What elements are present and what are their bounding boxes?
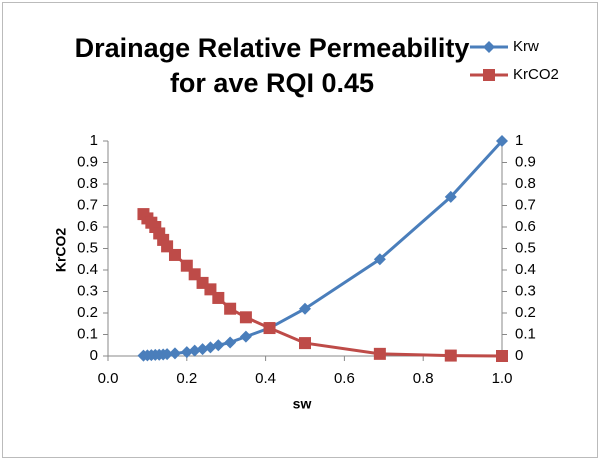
chart-frame [2,2,598,458]
marker [483,69,495,81]
y-axis-title: KrCO2 [53,228,69,273]
marker [188,344,201,357]
x-axis-title: sw [293,396,312,412]
chart-title: Drainage Relative Permeability [75,33,470,63]
y2-tick-label: 0.4 [515,261,536,278]
y2-tick-label: 0.1 [515,325,536,342]
marker [224,302,237,315]
x-tick-label: 0.4 [255,370,276,387]
y2-tick-label: 0.8 [515,175,536,192]
marker [180,346,193,359]
y-tick-label: 0.7 [77,196,98,213]
x-tick-label: 1.0 [492,370,513,387]
marker [496,350,508,362]
legend-label: KrCO2 [513,66,559,83]
marker [483,41,495,53]
marker [212,291,225,304]
y2-tick-label: 0.5 [515,239,536,256]
y2-tick-label: 0.3 [515,282,536,299]
y-tick-label: 1 [90,132,98,149]
x-tick-label: 0.8 [413,370,434,387]
marker [168,248,181,261]
marker [161,348,174,361]
marker [168,347,181,360]
marker [299,337,311,350]
y-tick-label: 0.9 [77,153,98,170]
marker [239,311,252,324]
x-tick-label: 0.0 [98,370,119,387]
legend-label: Krw [513,38,539,55]
y2-tick-label: 0 [515,347,523,364]
y-tick-label: 0.4 [77,261,98,278]
y-tick-label: 0.3 [77,282,98,299]
y-tick-label: 0.8 [77,175,98,192]
marker [444,190,457,203]
y-tick-label: 0.2 [77,304,98,321]
marker [373,253,386,266]
chart-subtitle: for ave RQI 0.45 [170,68,374,98]
marker [224,336,237,349]
x-tick-label: 0.2 [176,370,197,387]
marker [299,302,311,315]
marker [496,135,508,147]
y-tick-label: 0 [90,347,98,364]
marker [263,322,276,335]
y-tick-label: 0.6 [77,218,98,235]
marker [444,349,457,362]
y2-tick-label: 0.2 [515,304,536,321]
y2-tick-label: 0.9 [515,153,536,170]
y2-tick-label: 1 [515,132,523,149]
marker [196,343,209,356]
y2-tick-label: 0.7 [515,196,536,213]
marker [212,339,225,352]
x-tick-label: 0.6 [334,370,355,387]
y2-tick-label: 0.6 [515,218,536,235]
marker [373,347,386,360]
y-tick-label: 0.1 [77,325,98,342]
y-tick-label: 0.5 [77,239,98,256]
marker [239,330,252,343]
